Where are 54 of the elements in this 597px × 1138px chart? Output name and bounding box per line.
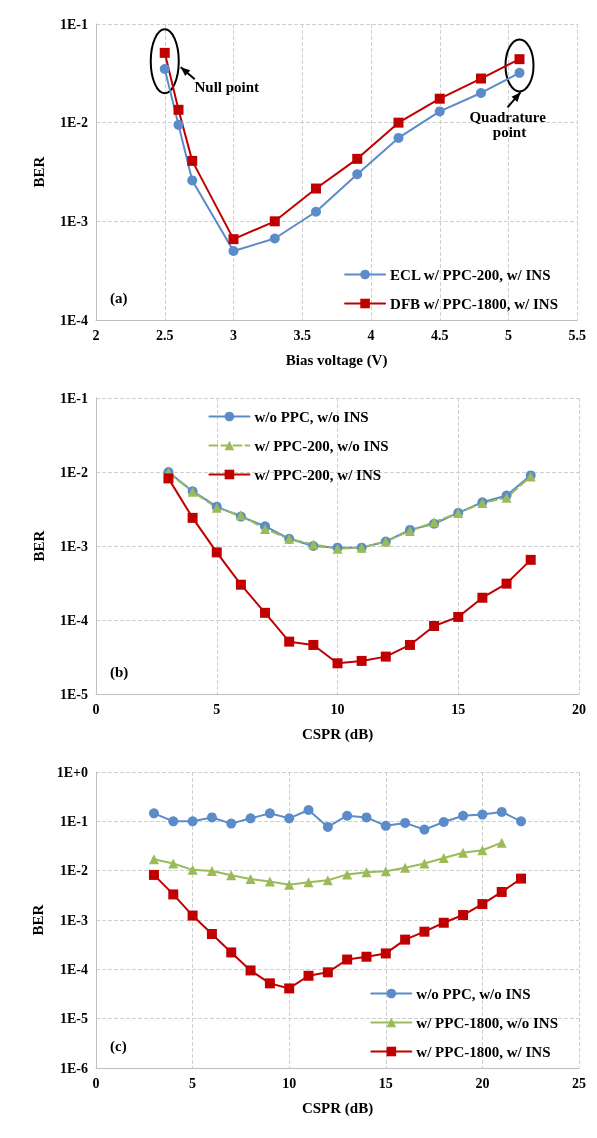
x-tick-label: 2.5 <box>156 327 174 343</box>
y-tick-label: 1E-1 <box>60 390 88 406</box>
y-tick-label: 1E-5 <box>60 1011 88 1027</box>
x-axis-title: Bias voltage (V) <box>285 351 388 369</box>
y-tick-label: 1E-6 <box>60 1060 88 1076</box>
x-tick-label: 20 <box>572 701 586 717</box>
x-tick-label: 4.5 <box>431 327 449 343</box>
legend-label: ECL w/ PPC-200, w/ INS <box>390 266 551 283</box>
x-tick-label: 0 <box>92 1075 100 1091</box>
y-tick-label: 1E-3 <box>60 213 88 229</box>
x-tick-label: 5 <box>189 1075 197 1091</box>
x-axis-title: CSPR (dB) <box>301 1099 374 1117</box>
legend-label: w/ PPC-1800, w/o INS <box>416 1014 559 1031</box>
x-tick-label: 4 <box>367 327 375 343</box>
legend-label: w/ PPC-1800, w/ INS <box>416 1043 551 1060</box>
x-tick-label: 5 <box>213 701 221 717</box>
y-tick-label: 1E-4 <box>60 612 88 628</box>
x-tick-label: 10 <box>330 701 345 717</box>
annotation: (c) <box>110 1037 127 1055</box>
legend-label: DFB w/ PPC-1800, w/ INS <box>390 295 559 312</box>
y-tick-label: 1E+0 <box>56 764 88 780</box>
x-tick-label: 20 <box>475 1075 490 1091</box>
x-tick-label: 3.5 <box>293 327 311 343</box>
x-tick-label: 2 <box>92 327 100 343</box>
y-tick-label: 1E-1 <box>60 16 88 32</box>
y-axis-title: BER <box>30 530 47 562</box>
annotation: (b) <box>110 663 129 681</box>
y-tick-label: 1E-1 <box>60 813 88 829</box>
x-tick-label: 0 <box>92 701 100 717</box>
legend-label: w/o PPC, w/o INS <box>416 985 531 1002</box>
legend-label: w/ PPC-200, w/o INS <box>254 437 389 454</box>
y-axis-title: BER <box>30 156 47 188</box>
y-tick-label: 1E-3 <box>60 912 88 928</box>
x-axis-title: CSPR (dB) <box>301 725 374 743</box>
annotation: Quadrature point <box>469 108 550 140</box>
annotation: (a) <box>110 289 128 307</box>
x-tick-label: 5.5 <box>568 327 586 343</box>
y-axis-title: BER <box>30 904 47 936</box>
y-tick-label: 1E-5 <box>60 686 88 702</box>
y-tick-label: 1E-2 <box>60 115 88 131</box>
legend-label: w/o PPC, w/o INS <box>254 408 369 425</box>
x-tick-label: 15 <box>451 701 466 717</box>
x-tick-label: 15 <box>378 1075 393 1091</box>
annotation: Null point <box>194 78 260 95</box>
y-tick-label: 1E-4 <box>60 312 88 328</box>
x-tick-label: 25 <box>572 1075 586 1091</box>
legend-label: w/ PPC-200, w/ INS <box>254 466 382 483</box>
x-tick-label: 3 <box>230 327 237 343</box>
y-tick-label: 1E-4 <box>60 961 88 977</box>
y-tick-label: 1E-2 <box>60 863 88 879</box>
y-tick-label: 1E-2 <box>60 464 88 480</box>
x-tick-label: 10 <box>282 1075 297 1091</box>
y-tick-label: 1E-3 <box>60 538 88 554</box>
x-tick-label: 5 <box>505 327 512 343</box>
